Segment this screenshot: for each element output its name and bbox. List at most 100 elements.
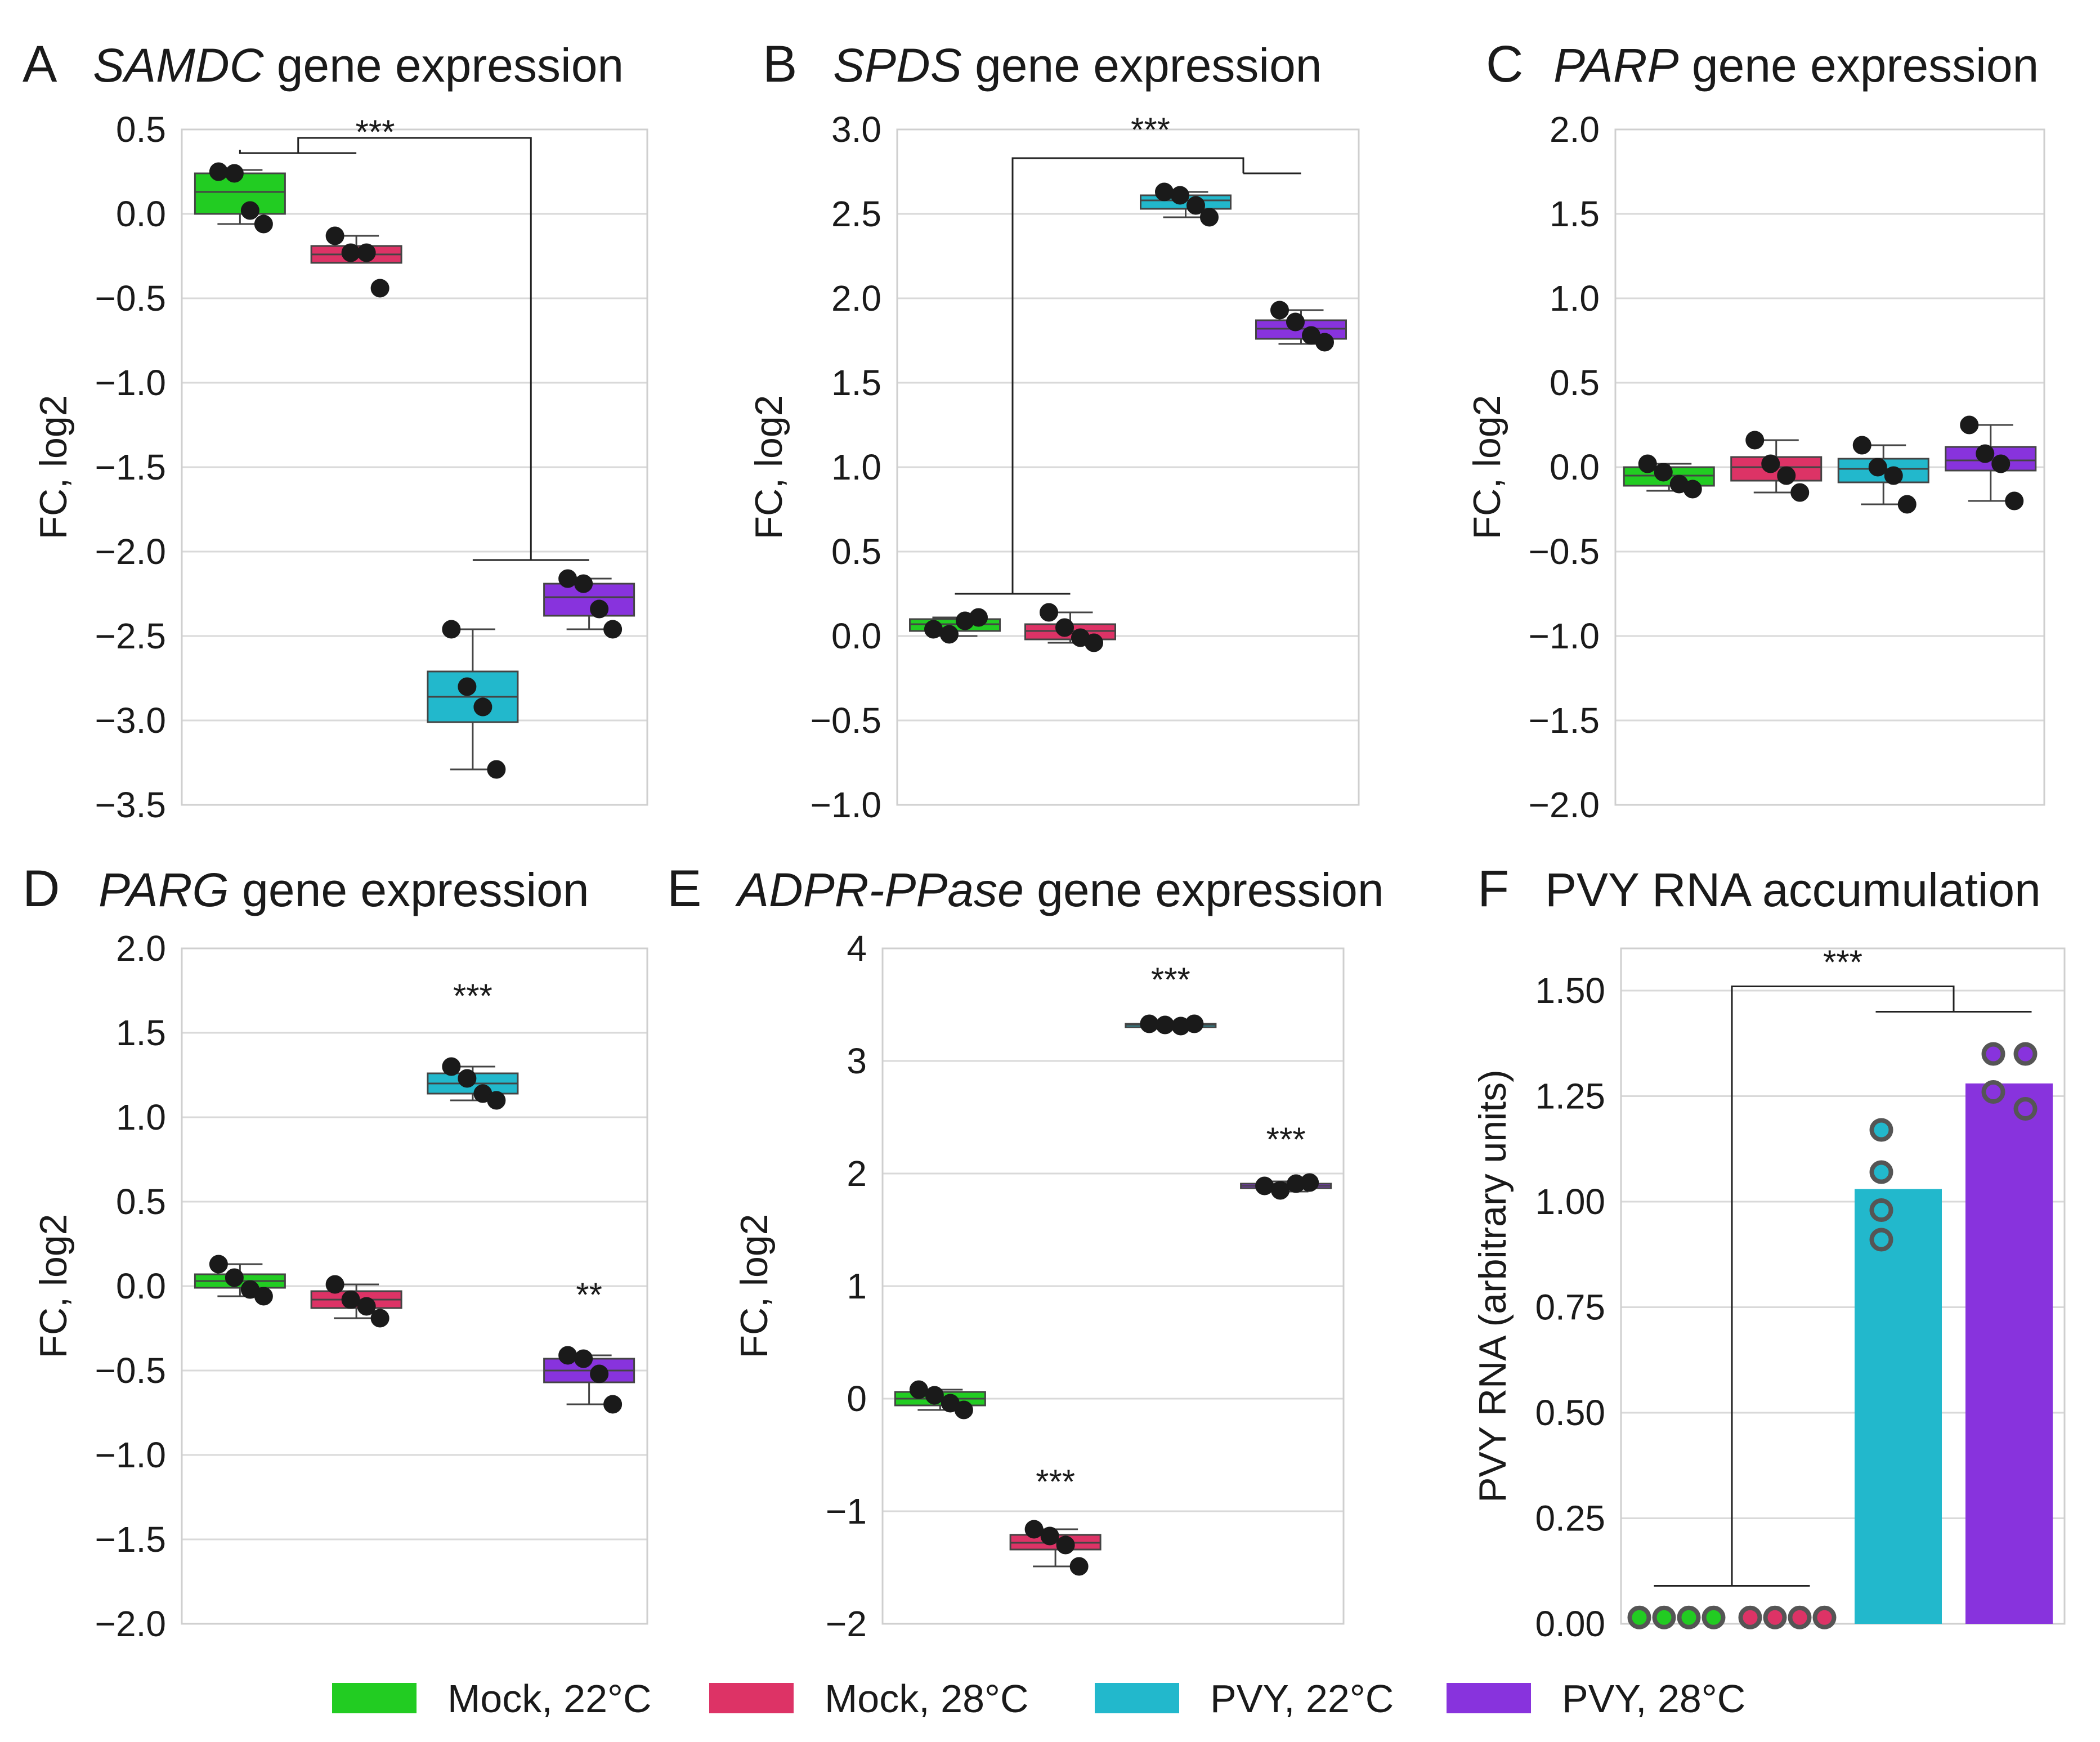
data-point bbox=[1869, 1228, 1893, 1252]
y-axis-label: FC, log2 bbox=[1466, 395, 1508, 540]
panel-e: 4 3 2 1 0 −1 −2 FC, log2 E ADPR-PPase gene expres… bbox=[667, 860, 1384, 1644]
data-point bbox=[225, 164, 244, 183]
panel-c: 2.0 1.5 1.0 0.5 0.0 −0.5 −1.0 −1.5 −2.0 FC, log2 C… bbox=[1466, 35, 2045, 825]
data-point bbox=[1171, 186, 1189, 205]
data-point bbox=[325, 226, 344, 245]
data-point bbox=[209, 162, 228, 181]
y-tick-label: 0 bbox=[847, 1378, 867, 1419]
y-tick-label: 0.0 bbox=[831, 616, 881, 656]
data-point bbox=[590, 599, 609, 619]
data-point bbox=[1155, 182, 1174, 201]
data-point bbox=[1777, 466, 1796, 485]
data-point bbox=[574, 574, 593, 593]
data-point bbox=[442, 1057, 461, 1076]
data-point bbox=[1270, 301, 1289, 320]
y-tick-label: −1.0 bbox=[811, 785, 881, 825]
data-point bbox=[370, 279, 389, 298]
data-point bbox=[458, 1069, 477, 1088]
y-tick-label: −2.0 bbox=[95, 531, 166, 572]
y-tick-label: 0.0 bbox=[116, 194, 166, 234]
data-point bbox=[487, 760, 506, 779]
y-tick-label: −2.0 bbox=[95, 1604, 166, 1644]
y-tick-label: 0.50 bbox=[1535, 1392, 1605, 1433]
data-point bbox=[1869, 1198, 1893, 1222]
data-point bbox=[357, 1297, 376, 1316]
gene-name: PARP bbox=[1553, 39, 1679, 92]
legend-label: PVY, 22°C bbox=[1210, 1677, 1394, 1721]
panel-f: 1.50 1.25 1.00 0.75 0.50 0.25 0.00 PVY RNA (arb… bbox=[1471, 860, 2066, 1644]
y-tick-label: −1.0 bbox=[1529, 616, 1600, 656]
panel-a: 0.5 0.0 −0.5 −1.0 −1.5 −2.0 −2.5 −3.0 −3.5 FC, lo… bbox=[23, 35, 648, 825]
data-point bbox=[925, 1386, 944, 1405]
panel-title: SAMDC gene expression bbox=[93, 39, 624, 92]
y-tick-label: −1.0 bbox=[95, 362, 166, 403]
panel-d: 2.0 1.5 1.0 0.5 0.0 −0.5 −1.0 −1.5 −2.0 FC, log2 D… bbox=[23, 860, 648, 1644]
data-point bbox=[458, 677, 477, 696]
legend-label: Mock, 22°C bbox=[447, 1677, 652, 1721]
panel-letter: A bbox=[23, 35, 57, 93]
data-point bbox=[1652, 1605, 1676, 1629]
y-axis-label: FC, log2 bbox=[747, 395, 790, 540]
y-tick-label: 2.0 bbox=[116, 928, 166, 969]
y-tick-label: 0.5 bbox=[831, 531, 881, 572]
significance-label: *** bbox=[1151, 961, 1190, 998]
y-tick-label: 1.0 bbox=[1550, 278, 1600, 319]
data-point bbox=[1745, 431, 1765, 450]
panel-title: PARG gene expression bbox=[98, 863, 589, 916]
significance-label: *** bbox=[453, 977, 492, 1015]
title-text: PVY RNA accumulation bbox=[1545, 863, 2041, 916]
y-tick-label: 1.50 bbox=[1535, 970, 1605, 1011]
y-tick-label: 2.5 bbox=[831, 194, 881, 234]
gene-name: SPDS bbox=[833, 39, 962, 92]
data-point bbox=[225, 1268, 244, 1287]
significance-label: *** bbox=[355, 113, 395, 151]
data-point bbox=[1869, 1160, 1893, 1184]
data-point bbox=[1286, 312, 1305, 332]
y-tick-label: −3.5 bbox=[95, 785, 166, 825]
data-point bbox=[1761, 454, 1780, 473]
data-point bbox=[603, 1395, 623, 1414]
y-tick-label: −2 bbox=[826, 1604, 867, 1644]
data-point bbox=[1055, 618, 1074, 637]
y-tick-label: −0.5 bbox=[811, 700, 881, 741]
panel-b: 3.0 2.5 2.0 1.5 1.0 0.5 0.0 −0.5 −1.0 FC, log2 B SP… bbox=[747, 35, 1360, 825]
y-tick-label: 1.5 bbox=[831, 362, 881, 403]
data-point bbox=[1056, 1535, 1075, 1555]
panel-letter: B bbox=[763, 35, 797, 93]
data-point bbox=[1040, 1526, 1059, 1546]
data-point bbox=[1763, 1605, 1787, 1629]
title-text: gene expression bbox=[1024, 863, 1384, 916]
significance-bracket bbox=[955, 157, 1301, 595]
data-point bbox=[2013, 1097, 2038, 1121]
legend-item: PVY, 28°C bbox=[1447, 1677, 1745, 1721]
gene-name: SAMDC bbox=[93, 39, 265, 92]
plot-frame bbox=[181, 947, 648, 1625]
data-point bbox=[1069, 1557, 1089, 1576]
data-point bbox=[1991, 454, 2011, 473]
gene-name: PARG bbox=[98, 863, 229, 916]
data-point bbox=[924, 620, 943, 639]
title-text: gene expression bbox=[962, 39, 1322, 92]
data-point bbox=[1315, 333, 1334, 352]
y-tick-label: −2.5 bbox=[95, 616, 166, 656]
data-point bbox=[1040, 603, 1058, 622]
panel-letter: F bbox=[1477, 860, 1509, 917]
y-tick-label: 3 bbox=[847, 1041, 867, 1081]
y-tick-label: 0.5 bbox=[1550, 362, 1600, 403]
y-tick-label: 1.5 bbox=[116, 1013, 166, 1053]
y-tick-label: −3.0 bbox=[95, 700, 166, 741]
gene-name: ADPR-PPase bbox=[735, 863, 1024, 916]
y-tick-label: 1.00 bbox=[1535, 1181, 1605, 1222]
panel-title: PVY RNA accumulation bbox=[1545, 863, 2041, 916]
bar bbox=[1965, 1083, 2053, 1624]
data-point bbox=[1884, 466, 1903, 485]
data-point bbox=[1702, 1605, 1726, 1629]
data-point bbox=[1868, 458, 1887, 477]
data-point bbox=[1271, 1181, 1290, 1200]
y-tick-label: −0.5 bbox=[1529, 531, 1600, 572]
data-point bbox=[590, 1364, 609, 1383]
legend-label: PVY, 28°C bbox=[1562, 1677, 1745, 1721]
data-point bbox=[1200, 208, 1219, 227]
y-tick-label: 0.25 bbox=[1535, 1498, 1605, 1539]
